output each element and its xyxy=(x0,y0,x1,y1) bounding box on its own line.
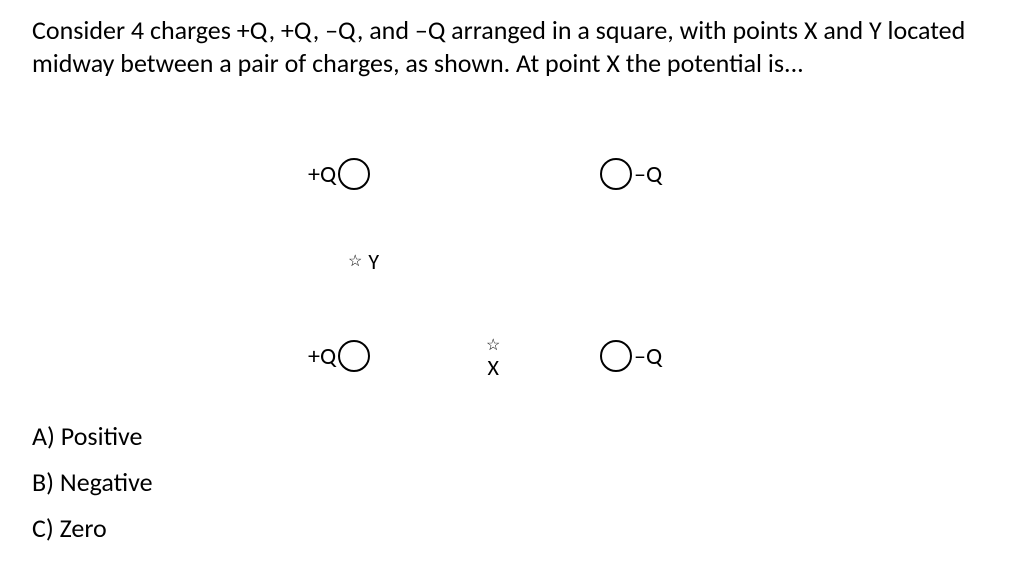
charge-diagram: +Q –Q +Q –Q ☆ Y ☆ X xyxy=(300,150,700,410)
point-y: ☆ Y xyxy=(348,248,379,275)
point-label: X xyxy=(487,354,498,381)
answer-options: A) Positive B) Negative C) Zero xyxy=(32,420,153,558)
star-icon: ☆ xyxy=(486,338,500,354)
charge-bottom-left: +Q xyxy=(308,340,370,372)
charge-label: –Q xyxy=(634,342,662,371)
star-icon: ☆ xyxy=(348,254,362,270)
answer-a: A) Positive xyxy=(32,420,153,452)
charge-label: +Q xyxy=(308,342,336,371)
circle-icon xyxy=(338,158,370,190)
circle-icon xyxy=(338,340,370,372)
charge-label: –Q xyxy=(634,160,662,189)
answer-c: C) Zero xyxy=(32,512,153,544)
charge-label: +Q xyxy=(308,160,336,189)
question-text: Consider 4 charges +Q, +Q, –Q, and –Q ar… xyxy=(32,14,972,79)
charge-bottom-right: –Q xyxy=(600,340,662,372)
circle-icon xyxy=(600,158,632,190)
charge-top-right: –Q xyxy=(600,158,662,190)
charge-top-left: +Q xyxy=(308,158,370,190)
point-label: Y xyxy=(368,248,379,275)
answer-b: B) Negative xyxy=(32,466,153,498)
circle-icon xyxy=(600,340,632,372)
point-x: ☆ X xyxy=(486,338,500,381)
